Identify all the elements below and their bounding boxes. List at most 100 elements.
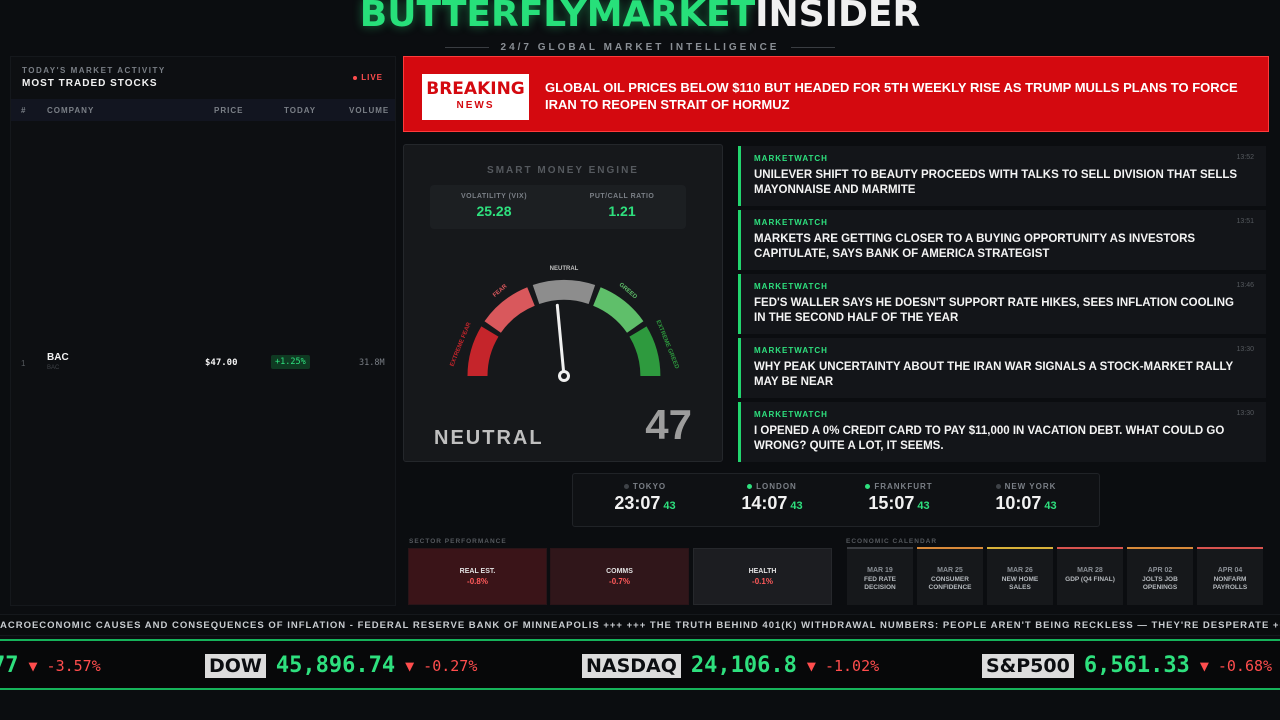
sector-label: SECTOR PERFORMANCE — [409, 538, 507, 545]
breaking-news-banner[interactable]: BREAKING NEWS GLOBAL OIL PRICES BELOW $1… — [403, 56, 1269, 132]
breaking-badge: BREAKING NEWS — [422, 74, 529, 120]
sector-tile[interactable]: REAL EST. -0.8% — [408, 548, 547, 605]
zone-label-greed: GREED — [618, 282, 639, 301]
clock-city: NEW YORK — [1004, 482, 1057, 491]
news-item[interactable]: MARKETWATCH 13:51 MARKETS ARE GETTING CL… — [738, 210, 1266, 270]
putcall-value: 1.21 — [608, 203, 636, 219]
sector-name: HEALTH — [748, 568, 777, 575]
quote-item: 77 ▼ -3.57% — [0, 653, 101, 678]
market-status-dot-icon — [995, 484, 1001, 490]
clock-seconds: 43 — [917, 500, 930, 512]
calendar-event[interactable]: APR 02 JOLTS JOB OPENINGS — [1127, 547, 1193, 605]
live-dot-icon — [353, 75, 358, 80]
zone-label-fear: FEAR — [492, 283, 509, 299]
calendar-event[interactable]: MAR 25 CONSUMER CONFIDENCE — [917, 547, 983, 605]
brand-title: BUTTERFLYMARKETINSIDER — [0, 0, 1280, 37]
sector-tile[interactable]: COMMS -0.7% — [550, 548, 689, 605]
quote-item: NASDAQ 24,106.8 ▼ -1.02% — [582, 653, 879, 678]
news-headline: FED'S WALLER SAYS HE DOESN'T SUPPORT RAT… — [754, 297, 1234, 324]
sector-name: REAL EST. — [459, 568, 496, 575]
quote-price: 6,561.33 — [1083, 653, 1190, 678]
event-line2: CONFIDENCE — [928, 584, 972, 591]
quote-change: ▼ -1.02% — [806, 656, 880, 675]
calendar-event[interactable]: APR 04 NONFARM PAYROLLS — [1197, 547, 1263, 605]
table-row[interactable]: 1 BAC BAC $47.00 +1.25% 31.8M — [11, 345, 395, 383]
col-rank: # — [21, 106, 27, 115]
row-volume: 31.8M — [359, 358, 385, 368]
calendar-event[interactable]: MAR 26 NEW HOME SALES — [987, 547, 1053, 605]
brand-tagline: 24/7 GLOBAL MARKET INTELLIGENCE — [0, 42, 1280, 53]
sentiment-status: NEUTRAL — [434, 427, 544, 449]
clock-time: 23:07 — [614, 493, 661, 513]
clock-time: 15:07 — [868, 493, 915, 513]
event-date: MAR 28 — [1077, 567, 1103, 574]
sector-change: -0.7% — [609, 577, 630, 586]
event-line2: PAYROLLS — [1212, 584, 1248, 591]
calendar-event[interactable]: MAR 28 GDP (Q4 FINAL) — [1057, 547, 1123, 605]
news-source: MARKETWATCH — [754, 218, 828, 227]
event-line2: DECISION — [864, 584, 896, 591]
most-traded-panel: TODAY'S MARKET ACTIVITY MOST TRADED STOC… — [10, 56, 396, 606]
clock-city: FRANKFURT — [874, 482, 933, 491]
table-header: # COMPANY PRICE TODAY VOLUME — [11, 99, 395, 121]
clock-new-york: NEW YORK 10:07 43 — [971, 482, 1081, 514]
putcall-label: PUT/CALL RATIO — [589, 193, 655, 200]
news-item[interactable]: MARKETWATCH 13:52 UNILEVER SHIFT TO BEAU… — [738, 146, 1266, 206]
event-line2: OPENINGS — [1142, 584, 1178, 591]
market-status-dot-icon — [747, 484, 753, 490]
gauge-hub-inner — [561, 373, 567, 379]
ticker-text: ACROECONOMIC CAUSES AND CONSEQUENCES OF … — [0, 620, 1280, 631]
event-line1: FED RATE — [863, 576, 897, 583]
gauge-zone-neutral — [532, 279, 596, 305]
smart-money-engine: SMART MONEY ENGINE VOLATILITY (VIX) 25.2… — [403, 144, 723, 462]
news-headline: MARKETS ARE GETTING CLOSER TO A BUYING O… — [754, 233, 1196, 260]
news-time: 13:46 — [1236, 282, 1254, 289]
gauge-zone-extreme-greed — [629, 326, 661, 377]
quote-price: 77 — [0, 653, 19, 678]
sector-name: COMMS — [606, 568, 633, 575]
calendar-label: ECONOMIC CALENDAR — [846, 538, 938, 545]
col-today: TODAY — [284, 106, 317, 115]
gauge-zone-greed — [592, 287, 644, 334]
quote-item: DOW 45,896.74 ▼ -0.27% — [205, 653, 477, 678]
clock-time: 14:07 — [741, 493, 788, 513]
sector-change: -0.1% — [752, 577, 773, 586]
live-label: LIVE — [361, 73, 383, 82]
row-ticker: BAC — [47, 365, 60, 371]
col-volume: VOLUME — [349, 106, 390, 115]
index-ticker: 77 ▼ -3.57% DOW 45,896.74 ▼ -0.27% NASDAQ 24… — [0, 639, 1280, 690]
quote-price: 45,896.74 — [275, 653, 396, 678]
vix-stat: VOLATILITY (VIX) 25.28 — [430, 193, 558, 219]
news-item[interactable]: MARKETWATCH 13:30 WHY PEAK UNCERTAINTY A… — [738, 338, 1266, 398]
quote-change: ▼ -0.27% — [405, 656, 478, 675]
row-price: $47.00 — [205, 358, 238, 368]
engine-title: SMART MONEY ENGINE — [487, 165, 639, 176]
news-item[interactable]: MARKETWATCH 13:30 I OPENED A 0% CREDIT C… — [738, 402, 1266, 462]
market-status-dot-icon — [623, 484, 629, 490]
quote-name: DOW — [205, 653, 266, 678]
headline-ticker: ACROECONOMIC CAUSES AND CONSEQUENCES OF … — [0, 614, 1280, 636]
clock-london: LONDON 14:07 43 — [717, 482, 827, 514]
sentiment-value: 47 — [645, 401, 692, 448]
sector-tile[interactable]: HEALTH -0.1% — [693, 548, 832, 605]
news-source: MARKETWATCH — [754, 346, 828, 355]
market-status-dot-icon — [865, 484, 871, 490]
vix-value: 25.28 — [476, 203, 512, 219]
sentiment-gauge: EXTREME FEAR FEAR NEUTRAL GREED EXTREME … — [449, 266, 680, 382]
calendar-event[interactable]: MAR 19 FED RATE DECISION — [847, 547, 913, 605]
news-item[interactable]: MARKETWATCH 13:46 FED'S WALLER SAYS HE D… — [738, 274, 1266, 334]
live-indicator: LIVE — [353, 73, 383, 82]
row-rank: 1 — [21, 359, 26, 368]
quote-change: ▼ -3.57% — [28, 656, 101, 675]
event-line1: GDP (Q4 FINAL) — [1065, 576, 1115, 583]
engine-stats: VOLATILITY (VIX) 25.28 PUT/CALL RATIO 1.… — [430, 185, 686, 229]
event-line2: SALES — [1009, 584, 1031, 591]
putcall-stat: PUT/CALL RATIO 1.21 — [558, 193, 686, 219]
row-change: +1.25% — [271, 355, 310, 369]
clock-seconds: 43 — [1044, 500, 1057, 512]
sector-change: -0.8% — [467, 577, 488, 586]
quote-item: S&P500 6,561.33 ▼ -0.68% — [982, 653, 1272, 678]
quote-price: 24,106.8 — [690, 653, 797, 678]
news-time: 13:30 — [1236, 410, 1254, 417]
event-line1: JOLTS JOB — [1142, 576, 1178, 583]
